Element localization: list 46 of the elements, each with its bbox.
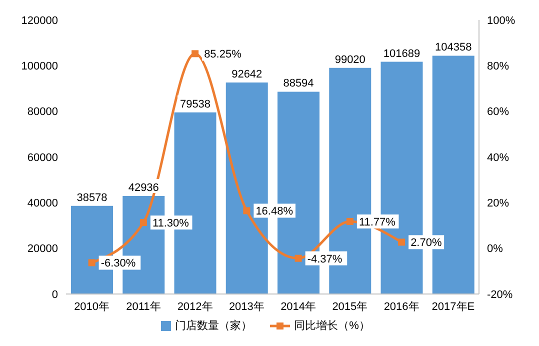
point (398, 238, 406, 246)
y-tick-label: 80000 (27, 106, 58, 118)
data-label: 42936 (128, 182, 159, 194)
y-tick-label: 40000 (27, 198, 58, 210)
data-label: 2.70% (410, 237, 442, 250)
point (192, 50, 199, 58)
y2-tick-label: 100% (487, 14, 516, 27)
data-label: 38578 (76, 192, 108, 204)
data-label: -6.30% (100, 258, 136, 270)
point (294, 254, 302, 262)
x-tick-label: 2010年 (74, 300, 110, 313)
legend-label: 同比增长（%） (294, 319, 370, 333)
point (243, 207, 250, 214)
point (346, 218, 354, 225)
point (140, 219, 147, 226)
point (88, 259, 96, 266)
x-tick-label: 2017年E (432, 300, 475, 313)
data-label: 79538 (180, 98, 211, 110)
y2-tick-label: 20% (487, 198, 510, 210)
data-label: -4.37% (307, 253, 342, 266)
x-tick-label: 2012年 (177, 300, 213, 313)
legend-label: 门店数量（家） (175, 318, 252, 333)
y-tick-label: 100000 (21, 60, 58, 73)
data-label: 99020 (334, 54, 366, 66)
y-tick-label: 120000 (21, 14, 58, 27)
data-label: 88594 (283, 78, 314, 90)
y2-tick-label: 40% (487, 152, 510, 164)
y-tick-label: 20000 (27, 243, 58, 256)
data-label: 85.25% (204, 48, 242, 61)
data-label: 11.77% (358, 216, 396, 228)
data-label: 16.48% (256, 206, 294, 218)
y-tick-label: 0 (52, 288, 58, 301)
y2-tick-label: -20% (487, 288, 513, 301)
data-label: 11.30% (152, 218, 190, 230)
data-label: 104358 (435, 42, 472, 54)
data-label: 92642 (232, 68, 262, 80)
x-tick-label: 2015年 (332, 300, 368, 313)
data-label: 101689 (383, 48, 420, 60)
x-tick-label: 2013年 (228, 300, 264, 313)
y-tick-label: 60000 (27, 152, 58, 164)
x-tick-label: 2014年 (280, 300, 316, 313)
x-tick-label: 2016年 (384, 300, 420, 313)
x-tick-label: 2011年 (126, 300, 161, 313)
y2-tick-label: 80% (487, 60, 510, 73)
y2-tick-label: 0% (487, 243, 504, 256)
y2-tick-label: 60% (487, 106, 510, 118)
